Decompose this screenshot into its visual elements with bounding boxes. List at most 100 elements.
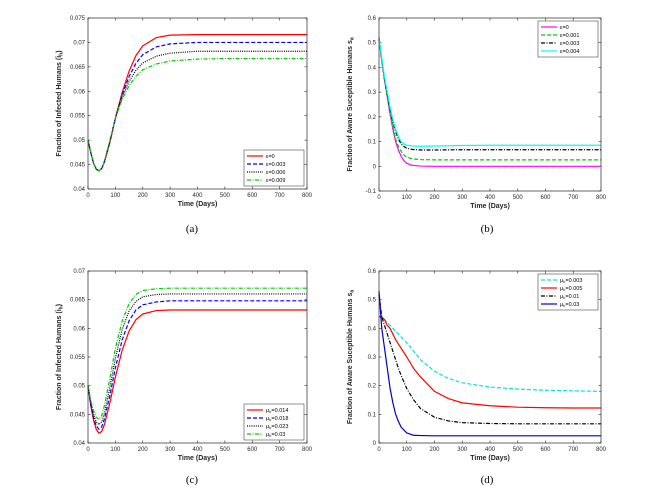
axes-frame <box>378 270 602 444</box>
y-tick-label: 0.4 <box>368 65 377 71</box>
y-tick-label: 0.065 <box>70 298 86 304</box>
legend-entry: μh=0.018 <box>266 416 288 422</box>
x-tick-label: 200 <box>138 447 149 453</box>
panel-caption: (d) <box>481 474 494 486</box>
series-line-1 <box>87 309 307 434</box>
y-tick-label: 0.5 <box>368 41 377 47</box>
chart-3: 0 100 200 300 400 500 600 700 800 0.04 0.045 0.05 0.… <box>56 269 313 486</box>
y-tick-label: 0.5 <box>368 298 377 304</box>
x-tick-label: 400 <box>485 195 496 201</box>
x-tick-label: 500 <box>220 447 231 453</box>
x-tick-label: 800 <box>302 447 313 453</box>
series-line-3 <box>378 293 601 425</box>
x-tick-label: 800 <box>596 447 607 453</box>
x-tick-label: 800 <box>596 195 607 201</box>
y-tick-label: 0.075 <box>70 16 86 22</box>
x-tick-label: 300 <box>165 447 176 453</box>
y-tick-label: 0.04 <box>73 441 85 447</box>
legend-entry: μh=0.03 <box>560 302 579 308</box>
x-tick-label: 400 <box>192 193 203 199</box>
chart-2: 0 100 200 300 400 500 600 700 800-0.100.10.20.30… <box>347 16 607 235</box>
chart-4: 0 100 200 300 400 500 600 700 800 0 0.1 0.2 0.3 0.4 0.… <box>347 269 607 486</box>
legend-entry: ε=0.006 <box>266 170 285 176</box>
x-tick-label: 600 <box>247 447 258 453</box>
x-tick-label: 0 <box>86 447 90 453</box>
legend: μh=0.014 μh=0.018 μh=0.023 μh=0.03 <box>243 403 305 441</box>
y-tick-label: 0.2 <box>368 115 377 121</box>
x-tick-label: 700 <box>568 195 579 201</box>
legend-entry: μh=0.03 <box>266 432 285 438</box>
axes-frame <box>87 270 308 444</box>
y-tick-label: 0.3 <box>368 90 377 96</box>
legend-entry: ε=0.003 <box>266 162 285 168</box>
x-tick-label: 500 <box>220 193 231 199</box>
y-tick-label: 0.07 <box>73 269 85 275</box>
y-tick-label: 0.065 <box>70 65 86 71</box>
x-tick-label: 600 <box>540 447 551 453</box>
legend-entry: μh=0.005 <box>560 286 582 292</box>
legend-entry: ε=0 <box>266 154 275 160</box>
axes-frame <box>378 17 602 192</box>
x-tick-label: 400 <box>192 447 203 453</box>
legend: ε=0 ε=0.003 ε=0.006 ε=0.009 <box>243 149 305 187</box>
y-tick-label: 0.1 <box>368 140 377 146</box>
y-tick-label: 0.045 <box>70 163 86 169</box>
legend-entry: ε=0.001 <box>560 33 579 39</box>
y-tick-label: 0.6 <box>368 16 377 22</box>
x-tick-label: 200 <box>138 193 149 199</box>
series-line-2 <box>87 41 307 172</box>
x-tick-label: 600 <box>247 193 258 199</box>
x-axis-label: Time (Days) <box>470 203 510 210</box>
y-tick-label: 0.4 <box>368 326 377 332</box>
x-tick-label: 600 <box>540 195 551 201</box>
y-axis-label: Fraction of Infected Humans (ih) <box>56 50 65 156</box>
y-tick-label: 0.045 <box>70 412 86 418</box>
x-tick-label: 500 <box>513 447 524 453</box>
y-tick-label: 0.06 <box>73 326 85 332</box>
panel-caption: (b) <box>481 223 494 235</box>
y-tick-label: 0.05 <box>73 138 85 144</box>
legend-entry: μh=0.014 <box>266 408 288 414</box>
legend-entry: ε=0.009 <box>266 178 285 184</box>
panel-caption: (a) <box>186 223 199 235</box>
series-line-4 <box>378 37 601 147</box>
x-tick-label: 700 <box>275 447 286 453</box>
y-tick-label: 0.07 <box>73 40 85 46</box>
legend-entry: ε=0 <box>560 25 569 31</box>
legend-entry: ε=0.003 <box>560 41 579 47</box>
series-line-4 <box>87 57 307 172</box>
legend: ε=0 ε=0.001 ε=0.003 ε=0.004 <box>537 20 599 58</box>
x-axis-label: Time (Days) <box>178 201 218 208</box>
series-line-4 <box>378 291 601 437</box>
y-tick-label: 0.2 <box>368 384 377 390</box>
x-tick-label: 400 <box>485 447 496 453</box>
y-tick-label: 0.3 <box>368 355 377 361</box>
legend-entry: ε=0.004 <box>560 49 579 55</box>
y-tick-label: 0.06 <box>73 89 85 95</box>
x-tick-label: 500 <box>513 195 524 201</box>
x-tick-label: 0 <box>86 193 90 199</box>
x-tick-label: 300 <box>457 195 468 201</box>
chart-1: 0 100 200 300 400 500 600 700 800 0.04 0.045 0.05 0.… <box>56 16 313 235</box>
series-line-2 <box>87 300 307 430</box>
axes-frame <box>87 17 308 190</box>
series-line-3 <box>87 293 307 426</box>
y-axis-label: Fraction of Aware Suceptible Humans sa <box>347 37 356 171</box>
y-tick-label: 0.055 <box>70 355 86 361</box>
y-tick-label: 0.6 <box>368 269 377 275</box>
y-axis-label: Fraction of Aware Suceptible Humans sa <box>347 290 356 424</box>
legend-entry: μh=0.01 <box>560 294 579 300</box>
series-line-4 <box>87 287 307 421</box>
y-tick-label: 0.1 <box>368 412 377 418</box>
x-tick-label: 100 <box>110 447 121 453</box>
y-tick-label: 0.05 <box>73 384 85 390</box>
x-tick-label: 700 <box>275 193 286 199</box>
x-tick-label: 0 <box>377 447 381 453</box>
legend-entry: μh=0.023 <box>266 424 288 430</box>
series-line-1 <box>379 316 602 392</box>
legend-entry: μh=0.003 <box>560 278 582 284</box>
x-tick-label: 800 <box>302 193 313 199</box>
y-tick-label: 0 <box>373 164 377 170</box>
x-tick-label: 0 <box>377 195 381 201</box>
